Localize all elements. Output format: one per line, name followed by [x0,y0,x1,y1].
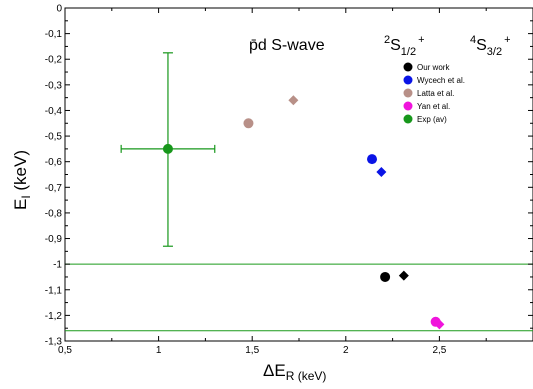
y-tick-label: -0,2 [45,55,63,66]
y-tick-label: -0,1 [45,29,63,40]
y-tick-label: -1,1 [45,285,63,296]
state-label-2s12: 2S1/2+ [384,34,425,58]
legend-label: Wycech et al. [417,76,465,85]
legend-marker [403,114,413,124]
chart-annotation-title: p̄d S-wave [249,37,325,54]
y-tick-label: -0,3 [45,80,63,91]
y-tick-label: -0,6 [45,157,63,168]
y-tick-label: -0,5 [45,132,63,143]
state-label-4s32: 4S3/2+ [470,34,511,58]
x-tick-label: 1,5 [245,345,259,356]
y-tick-label: -0,4 [45,106,63,117]
y-tick-label: -1 [53,260,62,271]
y-axis-ticks: 0 -0,1 -0,2 -0,3 -0,4 -0,5 -0,6 -0,7 -0,8 -0,9 -1 -… [45,4,533,348]
reference-lines [65,263,533,332]
data-point-diamond [288,95,299,106]
y-tick-label: -1,3 [45,337,63,348]
legend-label: Exp (av) [417,115,447,124]
y-tick-label: -0,9 [45,234,63,245]
y-tick-label: -1,2 [45,311,63,322]
x-axis-ticks: 0,5 1 1,5 2 2,5 [58,8,487,356]
x-tick-label: 2 [343,345,349,356]
data-point-circle [367,154,378,165]
legend-marker [403,75,413,85]
data-point-circle [380,271,391,282]
legend: Our work Wycech et al. Latta et al. Yan et … [403,62,465,124]
data-points [162,95,445,330]
x-tick-label: 2,5 [432,345,446,356]
y-tick-label: -0,8 [45,208,63,219]
legend-marker [403,101,413,111]
data-point-diamond [398,270,409,281]
x-tick-label: 1 [156,345,162,356]
x-axis-title: ΔER (keV) [263,361,326,383]
legend-marker [403,62,413,72]
legend-label: Our work [417,63,450,72]
plot-frame [64,7,533,342]
data-point-diamond [376,166,387,177]
legend-marker [403,88,413,98]
data-point-circle [162,143,173,154]
y-tick-label: -0,7 [45,183,63,194]
data-point-circle [243,118,254,129]
legend-label: Yan et al. [417,102,450,111]
data-point-diamond [434,319,445,330]
x-tick-label: 0,5 [58,345,72,356]
y-tick-label: 0 [56,4,62,15]
legend-label: Latta et al. [417,89,454,98]
y-axis-title: EI (keV) [11,150,33,210]
